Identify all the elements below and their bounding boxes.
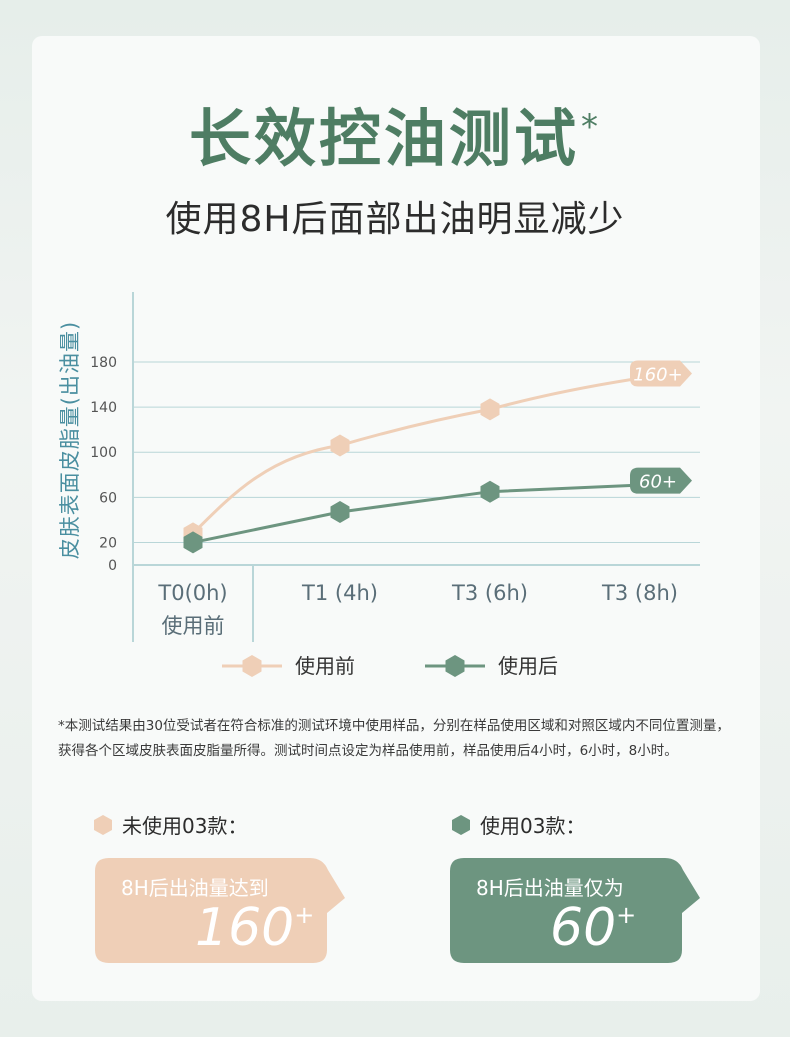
y-tick-label: 20 bbox=[99, 535, 117, 551]
oil-test-line-chart: 0 20 60 100 140 180 皮肤表面皮脂量(出油量) T0(0h) 使用前 T1 (4… bbox=[58, 292, 700, 678]
after-result-text: 8H后出油量仅为 bbox=[476, 876, 624, 900]
legend-label: 使用后 bbox=[498, 654, 558, 678]
before-label: 未使用03款： bbox=[92, 810, 247, 839]
after-box-shape bbox=[450, 858, 700, 963]
before-result-text: 8H后出油量达到 bbox=[121, 876, 269, 900]
after-result-value: 60+ bbox=[550, 898, 637, 958]
after-label-text: 使用03款： bbox=[480, 814, 586, 838]
test-note: *本测试结果由30位受试者在符合标准的测试环境中使用样品，分别在样品使用区域和对… bbox=[58, 718, 730, 759]
legend-label: 使用前 bbox=[295, 654, 355, 678]
y-tick-label: 180 bbox=[90, 355, 117, 371]
series-end-tag bbox=[630, 467, 692, 494]
series-end-label: 160+ bbox=[633, 365, 682, 386]
y-tick-label: 60 bbox=[99, 490, 117, 506]
before-box-shape bbox=[95, 858, 345, 963]
data-point-after bbox=[330, 501, 350, 523]
data-point-after bbox=[183, 531, 203, 554]
after-label: 使用03款： bbox=[450, 810, 585, 839]
page-title: 长效控油测试* bbox=[188, 102, 601, 175]
series-end-label: 60+ bbox=[639, 472, 677, 493]
content-card bbox=[32, 36, 760, 1001]
before-label-text: 未使用03款： bbox=[122, 814, 248, 838]
page-subtitle: 使用8H后面部出油明显减少 bbox=[165, 199, 625, 240]
series-end-tag bbox=[630, 360, 692, 387]
before-result-value: 160+ bbox=[195, 898, 315, 958]
y-tick-label: 100 bbox=[90, 445, 117, 461]
data-point-before bbox=[480, 398, 500, 421]
after-result-box: 8H后出油量仅为 60+ bbox=[450, 858, 700, 963]
y-tick-label: 140 bbox=[90, 400, 117, 416]
x-tick-label: T0(0h) bbox=[157, 581, 227, 605]
x-tick-label: T3 (6h) bbox=[451, 581, 528, 605]
x-tick-label: T1 (4h) bbox=[301, 581, 378, 605]
data-point-after bbox=[480, 480, 500, 503]
y-axis-title: 皮肤表面皮脂量(出油量) bbox=[58, 321, 82, 559]
series-line-before bbox=[191, 372, 673, 535]
after-hex-icon bbox=[452, 814, 470, 835]
before-result-box: 8H后出油量达到 160+ bbox=[95, 858, 345, 963]
legend-marker bbox=[242, 655, 262, 677]
x-tick-label: 使用前 bbox=[162, 614, 225, 638]
legend-marker bbox=[445, 655, 465, 677]
before-hex-icon bbox=[94, 814, 112, 835]
data-point-before bbox=[330, 434, 350, 457]
series-line-after bbox=[192, 482, 673, 544]
y-tick-label: 0 bbox=[108, 558, 117, 574]
x-tick-label: T3 (8h) bbox=[601, 581, 678, 605]
